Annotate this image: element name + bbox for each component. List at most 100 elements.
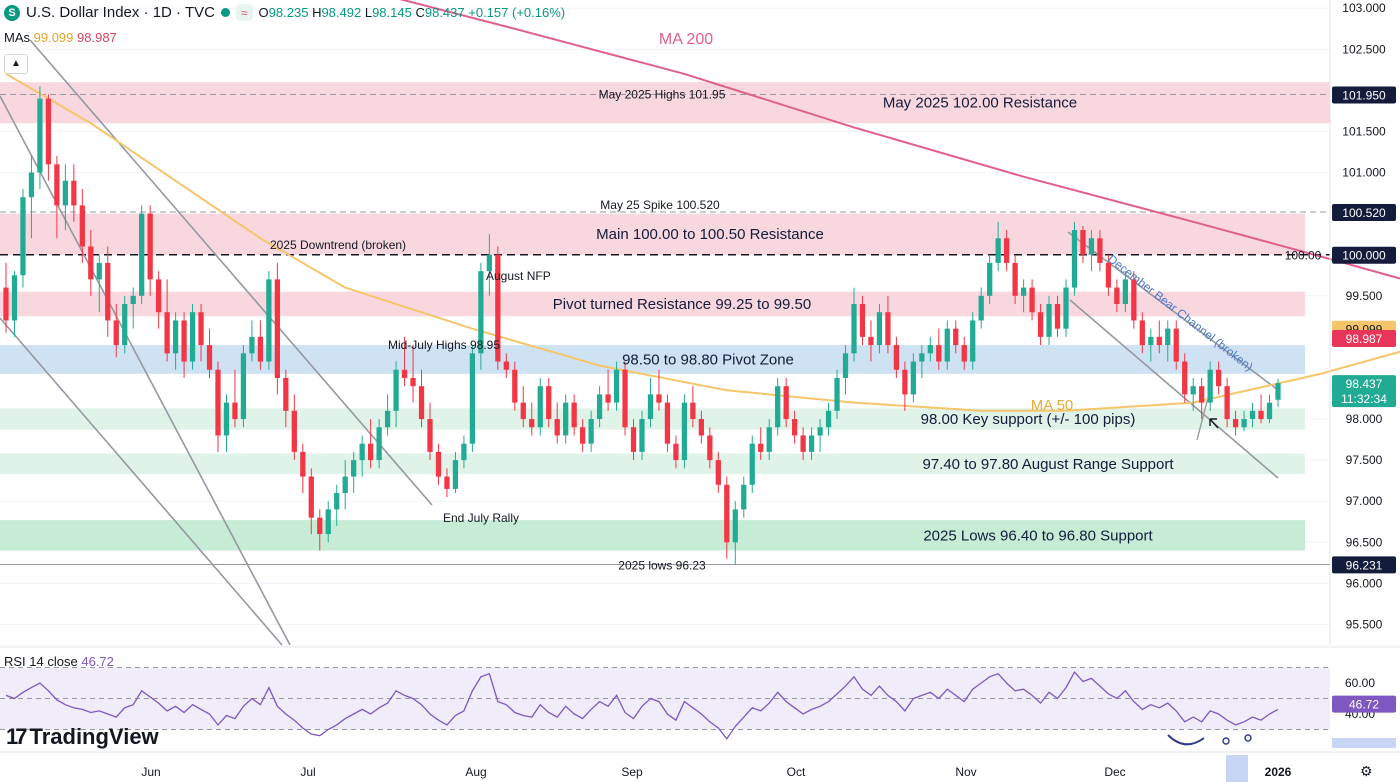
candle	[1071, 230, 1078, 288]
zone-label: 2025 Lows 96.40 to 96.80 Support	[923, 527, 1153, 544]
rsi-tick-label: 60.00	[1345, 676, 1375, 690]
candle	[800, 435, 806, 452]
candle	[122, 304, 128, 346]
zone-band	[0, 82, 1330, 124]
candle	[359, 443, 365, 461]
candle	[1131, 279, 1137, 321]
candle	[325, 509, 331, 535]
candle	[478, 271, 484, 354]
candle	[995, 238, 1001, 263]
candle	[639, 419, 645, 452]
price-tag-label: 100.000	[1342, 249, 1386, 263]
candle	[529, 419, 535, 428]
candle	[495, 254, 501, 362]
candle	[842, 353, 849, 378]
x-tick-label: Aug	[465, 765, 486, 779]
candle	[1241, 419, 1247, 428]
zone-label: 98.50 to 98.80 Pivot Zone	[622, 351, 794, 368]
open-value: 98.235	[268, 5, 309, 20]
candle	[3, 287, 9, 321]
candle	[741, 484, 747, 510]
tradingview-watermark[interactable]: 17 TradingView	[6, 724, 159, 750]
ma50-line	[5, 73, 1400, 412]
collapse-legend-button[interactable]: ▲	[4, 54, 28, 74]
candle	[622, 369, 628, 428]
candle	[707, 435, 713, 461]
channel-line	[0, 317, 283, 646]
candle	[580, 427, 586, 444]
candle	[181, 320, 187, 362]
price-tag	[1332, 203, 1396, 221]
y-tick-label: 102.500	[1342, 42, 1386, 56]
candle	[546, 386, 552, 420]
candle	[113, 320, 119, 346]
candle	[834, 377, 840, 411]
candle	[45, 98, 52, 165]
candle	[300, 451, 306, 477]
candle	[1156, 336, 1162, 346]
candle	[724, 484, 730, 543]
candle	[461, 443, 467, 461]
candle	[1249, 410, 1256, 420]
candle	[206, 345, 213, 370]
candle	[79, 205, 85, 247]
candle	[1020, 287, 1027, 296]
candle	[698, 419, 704, 436]
price-tag-label: 98.437	[1346, 377, 1383, 391]
x-tick-label: Dec	[1104, 765, 1125, 779]
candle	[758, 443, 764, 452]
y-tick-label: 96.000	[1346, 576, 1383, 590]
candle	[189, 312, 196, 362]
candle	[936, 345, 942, 362]
candle	[88, 246, 94, 280]
candle	[893, 345, 900, 370]
annotation-ma50: MA 50	[1031, 397, 1074, 414]
candle	[147, 213, 153, 280]
candle	[317, 517, 323, 535]
candle	[512, 369, 518, 403]
zone-band	[0, 408, 1305, 430]
candle	[910, 361, 916, 395]
candle	[308, 476, 314, 518]
candle	[851, 304, 857, 354]
candle	[1258, 410, 1264, 420]
candle	[54, 164, 60, 206]
ohlc-readout: O98.235 H98.492 L98.145 C98.437 +0.157 (…	[258, 5, 566, 20]
annotation-midjuly: Mid-July Highs 98.95	[388, 338, 500, 352]
candle	[808, 435, 815, 452]
zone-band	[0, 453, 1305, 475]
candle	[1037, 312, 1044, 337]
candle	[596, 394, 603, 420]
rsi-divergence-mark	[1167, 734, 1205, 746]
candle	[444, 476, 450, 489]
candle	[681, 402, 688, 461]
candle	[452, 460, 459, 489]
tradingview-logo-icon: 17	[6, 724, 28, 749]
candle	[961, 345, 967, 362]
symbol-title[interactable]: U.S. Dollar Index · 1D · TVC	[26, 4, 215, 21]
zone-label: May 2025 102.00 Resistance	[883, 95, 1077, 112]
candle	[410, 377, 416, 387]
candle	[690, 402, 696, 420]
status-pill[interactable]: ≈	[235, 4, 253, 21]
candle	[240, 353, 247, 420]
candle	[817, 427, 823, 436]
ma-legend-label: MAs	[4, 30, 30, 45]
rsi-legend[interactable]: RSI 14 close 46.72	[4, 654, 114, 669]
x-tick-label: Nov	[955, 765, 976, 779]
candle	[919, 353, 925, 362]
level-label: May 25 Spike 100.520	[600, 198, 720, 212]
candle	[1148, 336, 1154, 346]
price-tag	[1332, 246, 1396, 264]
settings-gear-icon[interactable]: ⚙	[1360, 763, 1373, 779]
candle	[283, 377, 289, 411]
candle	[537, 386, 543, 428]
ma-legend[interactable]: MAs 99.099 98.987	[4, 30, 117, 45]
y-tick-label: 97.000	[1346, 494, 1383, 508]
candle	[274, 279, 280, 378]
candle	[876, 312, 883, 346]
candle	[732, 509, 738, 543]
candle	[215, 369, 221, 436]
candle	[1216, 369, 1222, 387]
